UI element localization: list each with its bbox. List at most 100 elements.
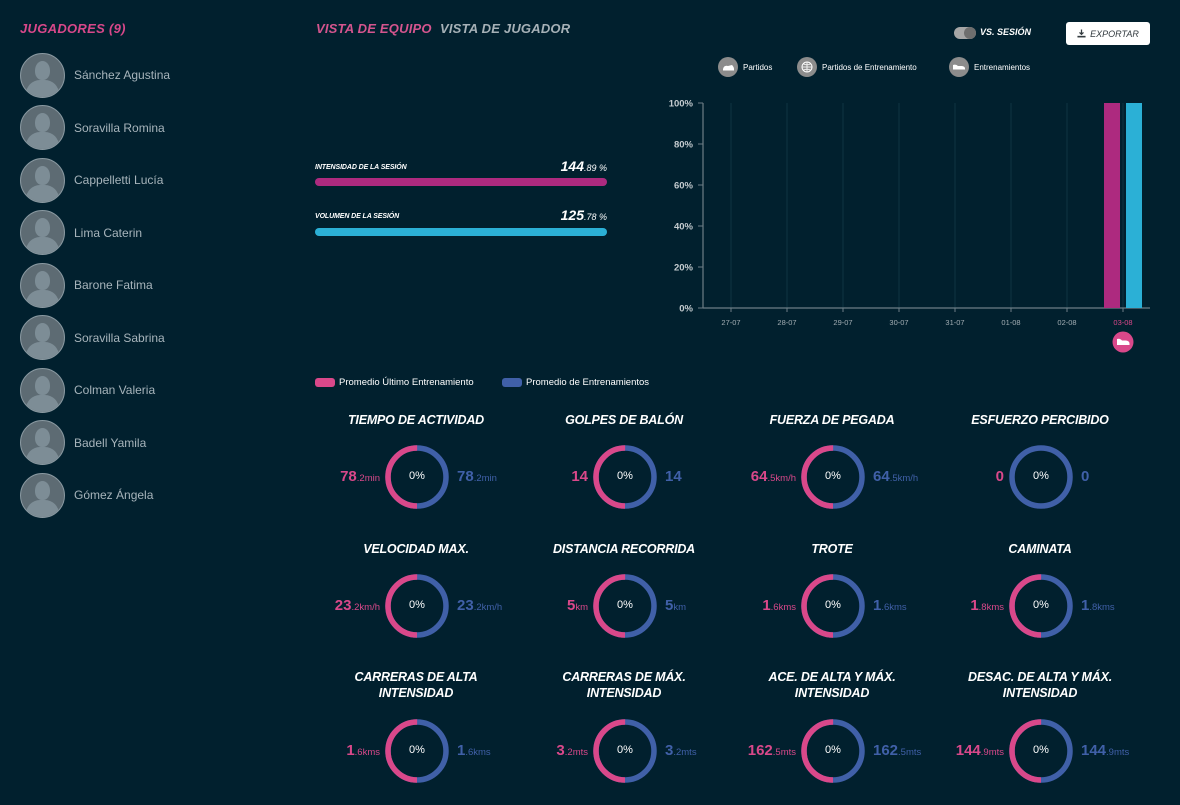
player-item[interactable]: Soravilla Sabrina bbox=[20, 315, 270, 361]
player-name: Soravilla Romina bbox=[74, 120, 165, 135]
value-dec: .8kms bbox=[1089, 602, 1115, 613]
avg-training-value: 144.9mts bbox=[1081, 742, 1129, 760]
player-item[interactable]: Barone Fatima bbox=[20, 262, 270, 308]
avatar-shoulders bbox=[26, 342, 59, 359]
metric-card: ESFUERZO PERCIBIDO 0% 0 0 bbox=[935, 412, 1145, 532]
value-int: 1 bbox=[457, 742, 466, 759]
vs-session-toggle[interactable] bbox=[954, 27, 976, 39]
player-item[interactable]: Badell Yamila bbox=[20, 420, 270, 466]
donut-last-arc bbox=[593, 719, 657, 783]
value-int: 1 bbox=[762, 597, 771, 614]
session-intensity-bar bbox=[315, 178, 607, 186]
last-training-value: 162.5mts bbox=[748, 742, 796, 760]
metric-donut bbox=[801, 574, 865, 638]
metric-donut bbox=[1009, 574, 1073, 638]
donut-center-value: 0% bbox=[617, 470, 633, 482]
metric-title-line: CAMINATA bbox=[1008, 542, 1072, 556]
y-tick-label: 20% bbox=[674, 263, 694, 274]
x-tick-label: 30-07 bbox=[889, 318, 908, 327]
metric-title-line: INTENSIDAD bbox=[378, 686, 454, 700]
player-item[interactable]: Cappelletti Lucía bbox=[20, 157, 270, 203]
avatar bbox=[20, 262, 65, 308]
avatar-shoulders bbox=[26, 184, 59, 202]
avatar-shoulders bbox=[26, 237, 59, 254]
export-button[interactable]: EXPORTAR bbox=[1066, 22, 1150, 45]
avatar bbox=[20, 105, 65, 150]
session-intensity: INTENSIDAD DE LA SESIÓN 144.89 % bbox=[315, 158, 607, 188]
donut-last-arc bbox=[801, 574, 865, 638]
metric-donut bbox=[1009, 445, 1073, 509]
avatar bbox=[20, 315, 65, 360]
avatar-head bbox=[35, 218, 50, 237]
tab-team-view[interactable]: VISTA DE EQUIPO bbox=[316, 21, 432, 36]
players-title: JUGADORES (9) bbox=[20, 21, 126, 36]
last-training-value: 5km bbox=[567, 597, 588, 615]
metric-donut bbox=[1009, 719, 1073, 783]
player-name: Lima Caterin bbox=[74, 225, 143, 240]
player-item[interactable]: Gómez Ángela bbox=[20, 472, 270, 518]
value-int: 23 bbox=[334, 597, 352, 614]
metric-title: DISTANCIA RECORRIDA bbox=[519, 541, 729, 557]
donut-last-arc bbox=[593, 574, 657, 638]
y-tick-label: 40% bbox=[674, 222, 694, 233]
avg-training-value: 162.5mts bbox=[873, 742, 921, 760]
metric-donut bbox=[385, 445, 449, 509]
legend-last-training: Promedio Último Entrenamiento bbox=[315, 377, 474, 388]
donut-center-value: 0% bbox=[1033, 470, 1049, 482]
legend-partidos-label: Partidos bbox=[743, 62, 773, 72]
x-tick-label: 01-08 bbox=[1001, 318, 1020, 327]
avg-training-value: 14 bbox=[665, 468, 682, 486]
legend-partidos-entrenamiento[interactable]: Partidos de Entrenamiento bbox=[797, 57, 917, 77]
value-dec: .9mts bbox=[980, 747, 1004, 758]
session-intensity-dec: .89 % bbox=[583, 163, 607, 173]
donut-center-value: 0% bbox=[409, 599, 425, 611]
avatar-head bbox=[35, 60, 50, 80]
legend-entrenamientos[interactable]: Entrenamientos bbox=[949, 57, 1030, 77]
player-item[interactable]: Lima Caterin bbox=[20, 210, 270, 256]
x-tick-label: 02-08 bbox=[1057, 318, 1076, 327]
session-volume: VOLUMEN DE LA SESIÓN 125.78 % bbox=[315, 207, 607, 237]
value-int: 3 bbox=[665, 742, 674, 759]
metric-donut bbox=[385, 574, 449, 638]
legend-partidos[interactable]: Partidos bbox=[718, 57, 772, 77]
metric-title-line: CARRERAS DE MÁX. bbox=[562, 670, 686, 684]
metric-title: ESFUERZO PERCIBIDO bbox=[935, 412, 1145, 428]
x-tick-label: 28-07 bbox=[777, 318, 796, 327]
value-int: 5 bbox=[566, 597, 576, 614]
last-training-value: 1.8kms bbox=[970, 597, 1004, 615]
donut-last-arc bbox=[385, 574, 449, 638]
value-dec: .6kms bbox=[881, 602, 907, 613]
metric-card: TIEMPO DE ACTIVIDAD 0% 78.2min 78.2min bbox=[311, 412, 521, 532]
bar-volume bbox=[1126, 103, 1142, 308]
vs-session-label: VS. SESIÓN bbox=[980, 27, 1032, 37]
metric-card: VELOCIDAD MAX. 0% 23.2km/h 23.2km/h bbox=[311, 541, 521, 661]
player-item[interactable]: Colman Valeria bbox=[20, 367, 270, 413]
avg-training-value: 23.2km/h bbox=[457, 597, 502, 615]
value-int: 144 bbox=[1081, 742, 1107, 759]
donut-center-value: 0% bbox=[1033, 744, 1049, 756]
metric-title: CARRERAS DE ALTA INTENSIDAD bbox=[311, 669, 521, 701]
player-name: Sánchez Agustina bbox=[74, 68, 171, 82]
value-int: 0 bbox=[995, 468, 1004, 485]
avatar bbox=[20, 52, 65, 98]
donut-center-value: 0% bbox=[1033, 599, 1049, 611]
last-training-value: 1.6kms bbox=[346, 742, 380, 760]
player-item[interactable]: Soravilla Romina bbox=[20, 105, 270, 151]
donut-last-arc bbox=[801, 719, 865, 783]
last-training-value: 1.6kms bbox=[762, 597, 796, 615]
tab-player-view[interactable]: VISTA DE JUGADOR bbox=[440, 21, 571, 36]
export-label: EXPORTAR bbox=[1090, 28, 1139, 39]
boots-icon bbox=[718, 57, 738, 77]
value-int: 1 bbox=[873, 597, 882, 614]
value-dec: .5km/h bbox=[889, 473, 919, 484]
metric-title-line: CARRERAS DE ALTA bbox=[354, 670, 478, 684]
value-dec: .5km/h bbox=[767, 473, 796, 484]
avg-training-value: 1.6kms bbox=[457, 742, 491, 760]
metric-title-line: INTENSIDAD bbox=[1002, 686, 1078, 700]
session-intensity-value: 144.89 % bbox=[561, 158, 607, 176]
last-training-value: 64.5km/h bbox=[751, 468, 796, 486]
avatar bbox=[20, 420, 65, 465]
avg-training-value: 5km bbox=[665, 597, 686, 615]
player-item[interactable]: Sánchez Agustina bbox=[20, 52, 270, 98]
last-training-value: 3.2mts bbox=[556, 742, 588, 760]
